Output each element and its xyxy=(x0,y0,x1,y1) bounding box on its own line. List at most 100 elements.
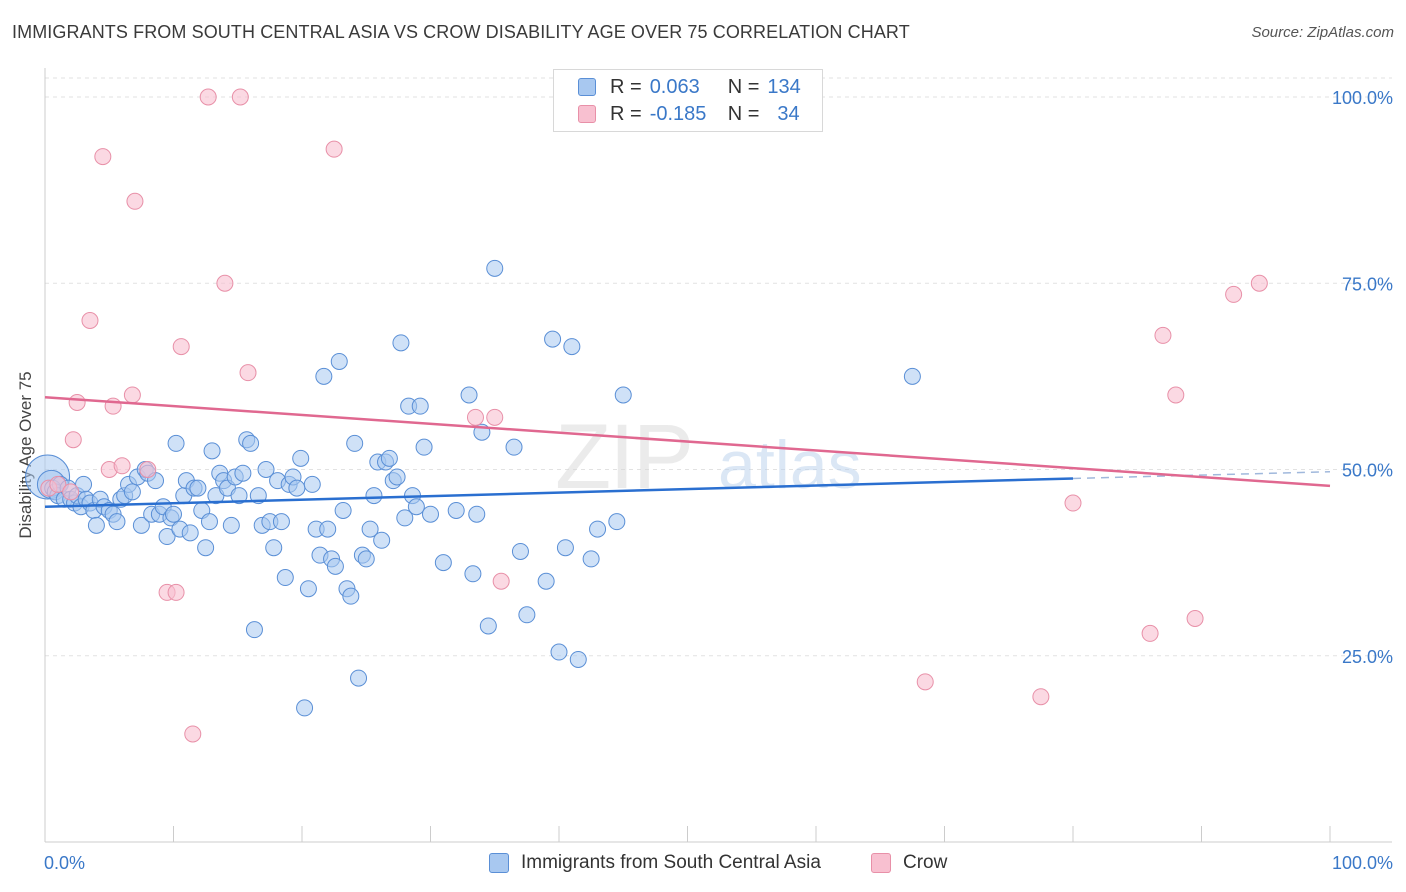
legend-r-value: -0.185 xyxy=(649,102,707,125)
legend-n-label: N = xyxy=(727,102,760,125)
source-label: Source: ZipAtlas.com xyxy=(1251,24,1394,41)
x-tick-label: 0.0% xyxy=(44,853,85,873)
point-immigrants xyxy=(230,487,248,505)
point-crow xyxy=(1167,386,1185,404)
point-immigrants xyxy=(550,643,568,661)
point-crow xyxy=(239,364,257,382)
bottom-legend-crow: Crow xyxy=(871,852,947,874)
point-immigrants xyxy=(415,438,433,456)
point-crow xyxy=(49,475,67,493)
legend-swatch-blue xyxy=(578,78,596,96)
point-immigrants xyxy=(222,516,240,534)
bottom-legend-label: Immigrants from South Central Asia xyxy=(521,852,821,873)
point-immigrants xyxy=(608,513,626,531)
point-immigrants xyxy=(132,516,150,534)
point-crow xyxy=(486,408,504,426)
point-immigrants xyxy=(537,572,555,590)
point-crow xyxy=(1225,285,1243,303)
point-immigrants xyxy=(242,434,260,452)
point-immigrants xyxy=(365,487,383,505)
point-immigrants xyxy=(518,606,536,624)
point-immigrants xyxy=(288,479,306,497)
point-crow xyxy=(216,274,234,292)
point-immigrants xyxy=(468,505,486,523)
point-crow xyxy=(1141,624,1159,642)
point-immigrants xyxy=(396,509,414,527)
point-crow xyxy=(184,725,202,743)
bottom-legend-swatch-blue xyxy=(489,853,509,873)
point-crow xyxy=(172,338,190,356)
point-immigrants xyxy=(158,528,176,546)
point-immigrants xyxy=(544,330,562,348)
point-crow xyxy=(466,408,484,426)
point-immigrants xyxy=(388,468,406,486)
y-tick-label: 100.0% xyxy=(1332,88,1393,108)
point-immigrants xyxy=(165,505,182,523)
legend-n-value: 34 xyxy=(777,102,800,125)
point-crow xyxy=(916,673,934,691)
point-immigrants xyxy=(569,650,587,668)
point-immigrants xyxy=(276,569,294,587)
legend-swatch-pink xyxy=(578,105,596,123)
point-immigrants xyxy=(334,501,352,519)
point-immigrants xyxy=(556,539,574,557)
point-immigrants xyxy=(108,513,126,531)
point-immigrants xyxy=(296,699,314,717)
point-immigrants xyxy=(319,520,337,538)
point-immigrants xyxy=(460,386,478,404)
point-immigrants xyxy=(346,434,364,452)
point-crow xyxy=(113,457,131,475)
point-immigrants xyxy=(434,554,452,572)
point-immigrants xyxy=(505,438,523,456)
point-immigrants xyxy=(479,617,497,635)
point-immigrants xyxy=(614,386,632,404)
point-immigrants xyxy=(903,367,921,385)
chart-title: IMMIGRANTS FROM SOUTH CENTRAL ASIA VS CR… xyxy=(12,22,910,42)
point-immigrants xyxy=(511,542,529,560)
point-immigrants xyxy=(292,449,310,467)
point-immigrants xyxy=(422,505,439,523)
legend-r-label: R = xyxy=(610,102,642,125)
point-crow xyxy=(139,461,157,478)
point-immigrants xyxy=(167,434,185,452)
watermark-atlas: atlas xyxy=(718,427,862,503)
series-immigrants-points xyxy=(25,259,921,717)
point-immigrants xyxy=(303,475,321,493)
point-immigrants xyxy=(245,621,263,639)
legend-row-crow: R = -0.185 N = 34 xyxy=(578,102,800,126)
watermark: ZIP atlas xyxy=(555,406,862,508)
point-immigrants xyxy=(373,531,391,549)
point-immigrants xyxy=(582,550,600,568)
point-immigrants xyxy=(342,587,360,605)
point-immigrants xyxy=(326,557,344,575)
point-immigrants xyxy=(197,539,215,557)
point-immigrants xyxy=(315,367,333,385)
bottom-legend-immigrants: Immigrants from South Central Asia xyxy=(489,852,821,874)
legend-n-label: N = xyxy=(727,75,760,98)
point-immigrants xyxy=(563,338,581,356)
y-tick-label: 25.0% xyxy=(1342,647,1393,667)
point-immigrants xyxy=(380,449,398,467)
tick-labels: 25.0% 50.0% 75.0% 100.0% 0.0% 100.0% xyxy=(44,88,1393,873)
point-crow xyxy=(325,140,343,158)
point-crow xyxy=(1032,688,1050,706)
point-crow xyxy=(1186,610,1204,627)
point-immigrants xyxy=(200,513,218,531)
point-crow xyxy=(64,431,82,449)
legend-row-immigrants: R = 0.063 N = 134 xyxy=(578,75,801,99)
y-tick-label: 50.0% xyxy=(1342,461,1393,481)
point-crow xyxy=(1250,274,1268,292)
y-tick-label: 75.0% xyxy=(1342,274,1393,294)
point-immigrants xyxy=(299,580,317,598)
point-crow xyxy=(199,88,217,106)
point-immigrants xyxy=(330,352,348,370)
stats-legend: R = 0.063 N = 134 R = -0.185 N = 34 xyxy=(553,69,823,132)
legend-n-value: 134 xyxy=(767,75,801,98)
point-immigrants xyxy=(272,513,290,531)
point-crow xyxy=(231,88,249,106)
point-immigrants xyxy=(486,259,504,277)
point-immigrants xyxy=(447,501,465,519)
point-crow xyxy=(94,148,112,166)
point-crow xyxy=(126,192,144,210)
